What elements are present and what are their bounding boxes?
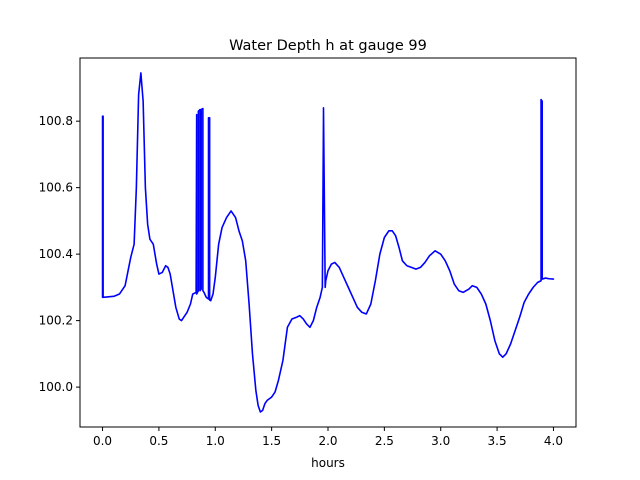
- y-tick-label: 100.8: [39, 114, 73, 128]
- plot-frame: [79, 57, 577, 428]
- x-tick-label: 1.5: [262, 434, 281, 448]
- x-tick-label: 0.5: [149, 434, 168, 448]
- x-tick-label: 0.0: [93, 434, 112, 448]
- plot-area: [101, 72, 555, 413]
- x-tick-label: 1.0: [206, 434, 225, 448]
- chart-title: Water Depth h at gauge 99: [229, 38, 427, 54]
- y-tick-label: 100.4: [39, 247, 73, 261]
- y-axis: 100.0 100.2 100.4 100.6 100.8: [39, 114, 80, 394]
- x-tick-label: 3.5: [488, 434, 507, 448]
- series-line-0: [101, 72, 555, 413]
- y-tick-label: 100.0: [39, 380, 73, 394]
- x-tick-label: 3.0: [431, 434, 450, 448]
- x-tick-label: 4.0: [544, 434, 563, 448]
- x-axis-label: hours: [311, 456, 345, 470]
- x-tick-label: 2.0: [318, 434, 337, 448]
- x-tick-label: 2.5: [375, 434, 394, 448]
- y-tick-label: 100.2: [39, 314, 73, 328]
- x-axis: 0.0 0.5 1.0 1.5 2.0 2.5 3.0 3.5 4.0: [93, 427, 563, 448]
- y-tick-label: 100.6: [39, 181, 73, 195]
